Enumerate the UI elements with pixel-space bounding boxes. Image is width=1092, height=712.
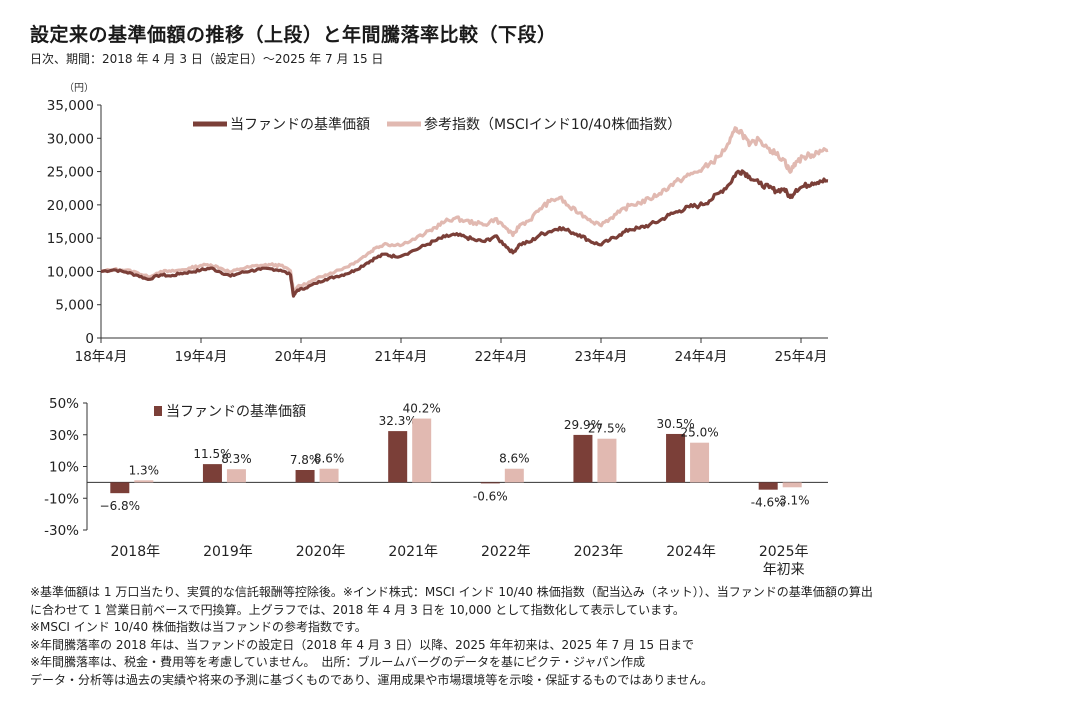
x-tick-label: 21年4月 — [375, 349, 428, 365]
y-tick-label: 0 — [85, 331, 94, 347]
category-label: 2022年 — [481, 544, 531, 560]
data-label: 7.8% — [290, 453, 321, 467]
x-tick-label: 20年4月 — [275, 349, 328, 365]
category-label: 2019年 — [203, 544, 253, 560]
footnote-line: データ・分析等は過去の実績や将来の予測に基づくものであり、運用成果や市場環境等を… — [30, 672, 714, 687]
category-label: 2023年 — [574, 544, 624, 560]
annual-return-bar-chart: 50% 30% 10% -10% -30% 2018年 −6.8% 1.3% 2019年 11.5… — [44, 396, 828, 578]
data-label: 27.5% — [588, 422, 626, 436]
data-label: 1.3% — [129, 463, 160, 477]
y-tick-label: 35,000 — [47, 98, 94, 114]
data-label: 40.2% — [403, 402, 441, 416]
data-label: -3.1% — [775, 493, 810, 507]
x-tick-label: 23年4月 — [575, 349, 628, 365]
y-tick-label: 20,000 — [47, 198, 94, 214]
category-label: 年初来 — [763, 561, 805, 578]
y-tick-label: -30% — [44, 523, 79, 539]
data-label: 30.5% — [657, 417, 695, 431]
fund-return-bar — [480, 482, 500, 484]
data-label: −6.8% — [100, 499, 141, 513]
data-label: 8.6% — [314, 452, 345, 466]
data-label: -4.6% — [751, 496, 786, 510]
reference-index-line — [100, 126, 829, 293]
fund-nav-line — [100, 169, 829, 298]
y-tick-label: 10,000 — [47, 264, 94, 280]
data-label: 32.3% — [379, 414, 417, 428]
category-label: 2025年 — [759, 544, 809, 560]
category-label: 2024年 — [666, 544, 716, 560]
x-tick-label: 24年4月 — [675, 349, 728, 365]
y-tick-label: 15,000 — [47, 231, 94, 247]
footnote-line: ※MSCI インド 10/40 株価指数は当ファンドの参考指数です。 — [30, 620, 367, 634]
x-tick-label: 22年4月 — [475, 349, 528, 365]
data-label: 29.9% — [564, 418, 602, 432]
footnotes: ※基準価額は 1 万口当たり、実質的な信託報酬等控除後。※インド株式：MSCI … — [30, 584, 1080, 689]
footnote-line: ※年間騰落率は、税金・費用等を考慮していません。 出所：ブルームバーグのデータを… — [30, 655, 645, 669]
category-label: 2021年 — [388, 544, 438, 560]
y-tick-label: 30,000 — [47, 131, 94, 147]
category-label: 2018年 — [110, 544, 160, 560]
legend-label-fund: 当ファンドの基準価額 — [230, 116, 370, 133]
y-axis-unit-label: （円） — [64, 82, 94, 94]
data-label: 25.0% — [681, 426, 719, 440]
footnote-line: ※基準価額は 1 万口当たり、実質的な信託報酬等控除後。※インド株式：MSCI … — [30, 585, 873, 599]
data-label: 8.3% — [221, 452, 252, 466]
fund-return-bar — [388, 431, 408, 483]
fund-return-bar — [758, 482, 778, 490]
fund-return-bar — [110, 482, 130, 494]
data-label: 11.5% — [193, 447, 231, 461]
legend-label-fund: 当ファンドの基準価額 — [166, 403, 306, 420]
x-tick-label: 19年4月 — [175, 349, 228, 365]
fund-return-bar — [202, 464, 222, 483]
index-return-bar — [597, 438, 617, 483]
y-tick-label: -10% — [44, 491, 79, 507]
index-return-bar — [504, 468, 524, 483]
index-return-bar — [134, 480, 154, 483]
y-tick-label: 50% — [49, 396, 79, 412]
data-label: -0.6% — [473, 489, 508, 503]
nav-line-chart: （円） 35,000 30,000 25,000 20,000 15,000 10,000 5… — [47, 82, 829, 365]
index-return-bar — [782, 482, 802, 488]
page-title: 設定来の基準価額の推移（上段）と年間騰落率比較（下段） — [30, 24, 557, 46]
legend-swatch-fund — [154, 406, 162, 416]
x-tick-label: 18年4月 — [75, 349, 128, 365]
x-tick-label: 25年4月 — [775, 349, 828, 365]
fund-return-bar — [573, 434, 593, 483]
category-label: 2020年 — [296, 544, 346, 560]
index-return-bar — [226, 469, 246, 483]
legend-label-index: 参考指数（MSCIインド10/40株価指数） — [424, 116, 681, 133]
footnote-line: ※年間騰落率の 2018 年は、当ファンドの設定日（2018 年 4 月 3 日… — [30, 637, 694, 652]
y-tick-label: 5,000 — [55, 298, 94, 314]
footnote-line: に合わせて 1 営業日前ベースで円換算。上グラフでは、2018 年 4 月 3 … — [30, 602, 685, 617]
fund-return-bar — [295, 469, 315, 483]
index-return-bar — [412, 418, 432, 483]
y-tick-label: 10% — [49, 460, 79, 476]
data-label: 8.6% — [499, 452, 530, 466]
y-tick-label: 25,000 — [47, 165, 94, 181]
fund-return-bar — [666, 433, 686, 483]
y-tick-label: 30% — [49, 428, 79, 444]
index-return-bar — [319, 468, 339, 483]
index-return-bar — [690, 442, 710, 483]
chart-period-subtitle: 日次、期間：2018 年 4 月 3 日（設定日）～2025 年 7 月 15 … — [30, 52, 384, 66]
